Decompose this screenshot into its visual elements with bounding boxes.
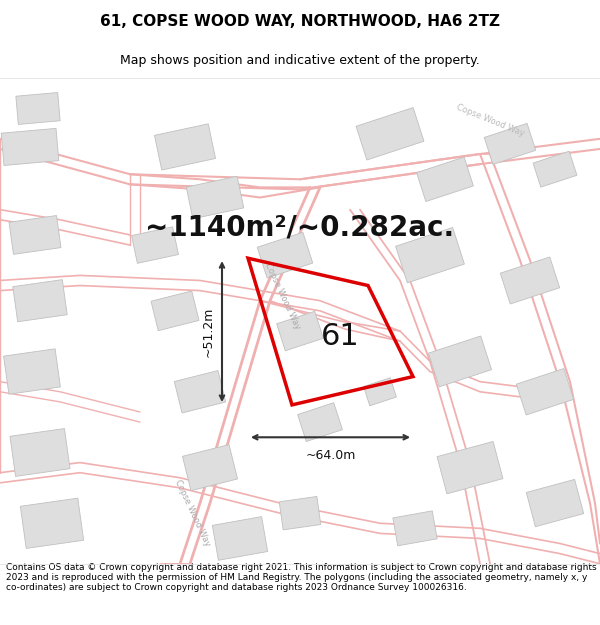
Bar [174,371,226,413]
Bar [151,291,199,331]
Bar [277,311,323,351]
Bar [154,124,215,170]
Bar [484,123,536,164]
Bar [16,92,60,124]
Bar [186,176,244,219]
Bar [526,479,584,527]
Bar [298,402,343,441]
Bar [500,257,560,304]
Text: Copse Wood Way: Copse Wood Way [173,478,211,548]
Bar [364,378,397,406]
Text: 61: 61 [321,322,359,351]
Bar [393,511,437,546]
Bar [356,107,424,160]
Text: 61, COPSE WOOD WAY, NORTHWOOD, HA6 2TZ: 61, COPSE WOOD WAY, NORTHWOOD, HA6 2TZ [100,14,500,29]
Bar [416,157,473,201]
Bar [395,228,464,283]
Bar [13,279,67,322]
Bar [182,444,238,491]
Text: Map shows position and indicative extent of the property.: Map shows position and indicative extent… [120,54,480,68]
Bar [516,369,574,415]
Bar [4,349,61,394]
Bar [9,216,61,254]
Bar [279,496,321,530]
Bar [437,441,503,494]
Text: Copse Wood Way: Copse Wood Way [455,103,525,138]
Text: Contains OS data © Crown copyright and database right 2021. This information is : Contains OS data © Crown copyright and d… [6,562,596,592]
Bar [131,227,178,263]
Bar [257,232,313,278]
Text: ~1140m²/~0.282ac.: ~1140m²/~0.282ac. [145,214,455,242]
Bar [1,128,59,166]
Bar [428,336,491,387]
Text: Copse Wood Way: Copse Wood Way [263,261,301,331]
Bar [20,498,83,548]
Text: ~64.0m: ~64.0m [305,449,356,462]
Text: ~51.2m: ~51.2m [202,306,215,357]
Bar [212,517,268,560]
Bar [533,151,577,187]
Bar [10,429,70,476]
